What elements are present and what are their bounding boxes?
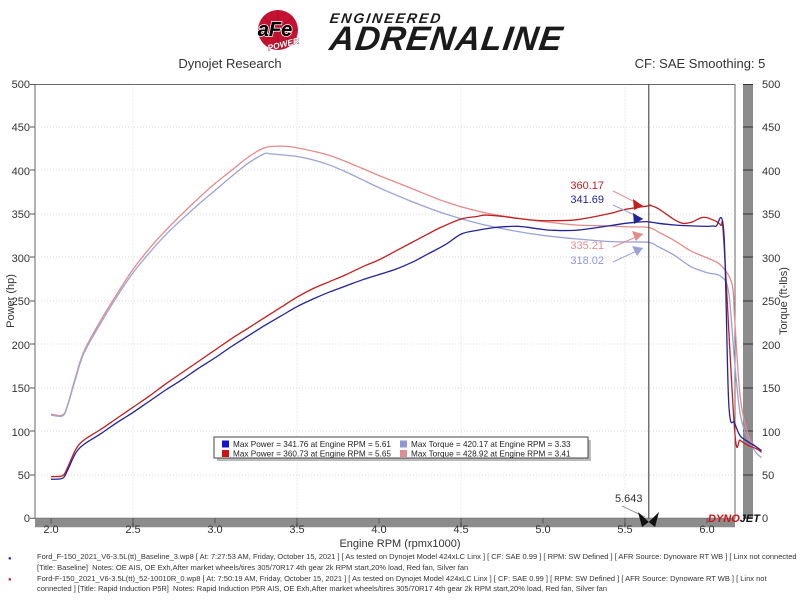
svg-text:100: 100 — [762, 427, 780, 439]
svg-text:350: 350 — [762, 209, 780, 221]
svg-text:400: 400 — [12, 166, 30, 178]
svg-text:400: 400 — [762, 166, 780, 178]
svg-text:2.0: 2.0 — [43, 524, 58, 536]
svg-text:450: 450 — [762, 122, 780, 134]
svg-text:200: 200 — [762, 340, 780, 352]
svg-text:6.0: 6.0 — [699, 524, 714, 536]
svg-text:3.0: 3.0 — [207, 524, 222, 536]
svg-text:318.02: 318.02 — [570, 255, 604, 267]
svg-text:50: 50 — [18, 470, 30, 482]
svg-text:Torque (ft-lbs): Torque (ft-lbs) — [778, 267, 790, 335]
svg-text:150: 150 — [12, 383, 30, 395]
svg-text:500: 500 — [762, 79, 780, 91]
svg-text:Max Torque = 420.17 at Engine: Max Torque = 420.17 at Engine RPM = 3.33 — [411, 440, 571, 449]
svg-text:100: 100 — [12, 427, 30, 439]
svg-text:350: 350 — [12, 209, 30, 221]
svg-text:0: 0 — [24, 513, 30, 525]
svg-text:300: 300 — [12, 253, 30, 265]
svg-text:450: 450 — [12, 122, 30, 134]
svg-text:5.0: 5.0 — [535, 524, 550, 536]
svg-text:Power (hp): Power (hp) — [5, 274, 17, 328]
svg-text:360.17: 360.17 — [570, 180, 604, 192]
svg-text:4.0: 4.0 — [371, 524, 386, 536]
svg-text:500: 500 — [12, 79, 30, 91]
svg-text:4.5: 4.5 — [453, 524, 468, 536]
svg-text:Max Power = 360.73 at Engine R: Max Power = 360.73 at Engine RPM = 5.65 — [233, 450, 391, 459]
svg-text:Max Power = 341.76 at Engine R: Max Power = 341.76 at Engine RPM = 5.61 — [233, 440, 391, 449]
svg-text:5.5: 5.5 — [617, 524, 632, 536]
svg-text:150: 150 — [762, 383, 780, 395]
svg-text:DYNOJET: DYNOJET — [708, 513, 761, 525]
svg-text:341.69: 341.69 — [570, 194, 604, 206]
svg-text:5.643: 5.643 — [615, 493, 643, 505]
svg-text:335.21: 335.21 — [570, 240, 604, 252]
svg-text:0: 0 — [762, 513, 768, 525]
svg-text:50: 50 — [762, 470, 774, 482]
svg-text:Engine RPM (rpmx1000): Engine RPM (rpmx1000) — [339, 538, 460, 550]
svg-text:3.5: 3.5 — [289, 524, 304, 536]
svg-text:Max Torque = 428.92 at Engine: Max Torque = 428.92 at Engine RPM = 3.41 — [411, 450, 571, 459]
svg-text:300: 300 — [762, 253, 780, 265]
svg-text:2.5: 2.5 — [125, 524, 140, 536]
svg-text:200: 200 — [12, 340, 30, 352]
